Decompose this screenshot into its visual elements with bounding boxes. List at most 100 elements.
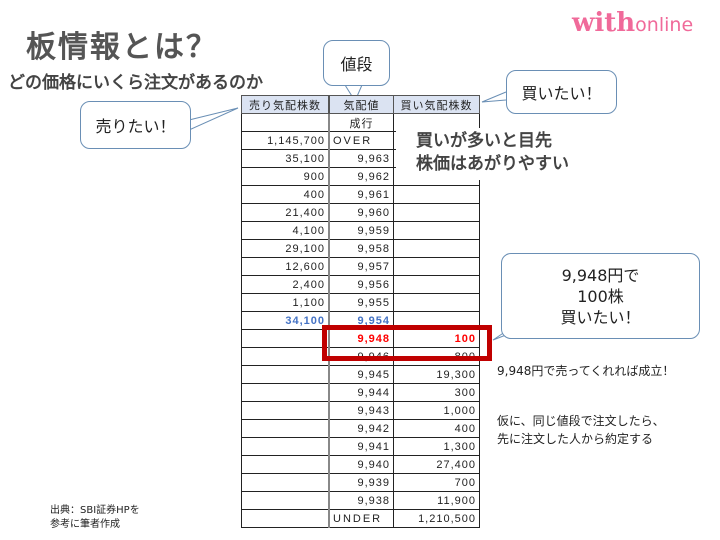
table-cell: 1,210,500 [393,509,480,528]
table-cell [241,437,330,456]
table-cell: 9,945 [328,365,394,384]
table-cell: 9,960 [328,203,394,222]
overlay-line: 買いが多いと目先 [416,131,552,151]
table-cell [241,419,330,438]
table-cell [393,275,480,294]
source-line: 参考に筆者作成 [50,519,120,530]
table-row: 29,100 9,958 [241,239,480,258]
callout-line: 100株 [577,286,624,306]
table-cell: 1,145,700 [241,131,330,150]
table-row: 9,940 27,400 [241,455,480,474]
table-row: 9,944 300 [241,383,480,402]
logo-main: with [572,8,636,38]
source-line: 出典：SBI証券HPを [50,505,140,516]
table-cell: 29,100 [241,239,330,258]
note-line: 先に注文した人から約定する [497,432,654,446]
table-cell: 9,941 [328,437,394,456]
table-cell [241,491,330,510]
table-cell [393,293,480,312]
table-cell: 9,938 [328,491,394,510]
table-row: 9,948 100 [241,329,480,348]
table-cell: 9,942 [328,419,394,438]
note-match: 9,948円で売ってくれれば成立！ [497,364,675,378]
table-header: 売り気配株数 気配値 買い気配株数 [241,95,480,114]
table-cell: 1,000 [393,401,480,420]
note-line: 仮に、同じ値段で注文したら、 [497,414,665,428]
callout-line: 買いたい！ [560,307,641,327]
table-row: 21,400 9,960 [241,203,480,222]
table-cell: 9,939 [328,473,394,492]
logo: withonline [572,8,693,38]
table-cell: 9,959 [328,221,394,240]
table-cell: 9,957 [328,257,394,276]
note-rule: 仮に、同じ値段で注文したら、 先に注文した人から約定する [497,412,665,448]
overlay-text: 買いが多いと目先 株価はあがりやすい [396,128,589,180]
table-cell: 9,958 [328,239,394,258]
table-cell: 900 [241,167,330,186]
table-row: 9,939 700 [241,473,480,492]
table-row: 4,100 9,959 [241,221,480,240]
source-note: 出典：SBI証券HPを 参考に筆者作成 [50,504,140,532]
table-row: 2,400 9,956 [241,275,480,294]
table-cell: 12,600 [241,257,330,276]
table-cell: 4,100 [241,221,330,240]
table-cell [241,401,330,420]
table-cell: UNDER [328,509,394,528]
table-cell [241,473,330,492]
table-cell: 1,300 [393,437,480,456]
table-cell: 700 [393,473,480,492]
table-cell: 9,955 [328,293,394,312]
table-cell [393,221,480,240]
table-cell: 9,956 [328,275,394,294]
table-cell [241,383,330,402]
table-cell: 9,961 [328,185,394,204]
table-cell: 400 [393,419,480,438]
table-row: 9,938 11,900 [241,491,480,510]
table-cell: OVER [328,131,394,150]
table-row: 1,100 9,955 [241,293,480,312]
page-title: 板情報とは？ [26,30,218,65]
table-cell [241,113,330,132]
callout-price: 値段 [323,40,390,86]
table-cell: 9,943 [328,401,394,420]
table-cell [241,329,330,348]
table-cell: 1,100 [241,293,330,312]
table-cell: 21,400 [241,203,330,222]
table-cell [241,365,330,384]
table-cell [241,455,330,474]
table-cell: 19,300 [393,365,480,384]
table-cell: 35,100 [241,149,330,168]
table-cell: 9,944 [328,383,394,402]
table-cell [393,203,480,222]
column-header: 買い気配株数 [393,95,480,114]
table-cell: 11,900 [393,491,480,510]
subtitle: どの価格にいくら注文があるのか [8,73,263,93]
table-row: 12,600 9,957 [241,257,480,276]
table-row: 400 9,961 [241,185,480,204]
table-row: 9,941 1,300 [241,437,480,456]
table-cell [393,185,480,204]
table-row: 9,943 1,000 [241,401,480,420]
table-row: 9,945 19,300 [241,365,480,384]
logo-sub: online [635,14,694,36]
table-row: 9,942 400 [241,419,480,438]
table-cell: 成行 [328,113,394,132]
callout-sell: 売りたい！ [80,101,191,149]
callout-order: 9,948円で 100株 買いたい！ [501,253,700,339]
table-cell: 9,940 [328,455,394,474]
table-cell [393,257,480,276]
table-cell: 9,963 [328,149,394,168]
table-cell: 2,400 [241,275,330,294]
callout-line: 9,948円で [561,265,640,285]
table-cell: 27,400 [393,455,480,474]
table-cell [241,509,330,528]
callout-buy: 買いたい！ [506,70,617,114]
table-cell [393,239,480,258]
overlay-line: 株価はあがりやすい [416,154,569,174]
column-header: 気配値 [328,95,394,114]
table-cell [241,347,330,366]
table-cell: 9,962 [328,167,394,186]
highlight-box [322,325,492,361]
column-header: 売り気配株数 [241,95,330,114]
table-cell: 34,100 [241,311,330,330]
